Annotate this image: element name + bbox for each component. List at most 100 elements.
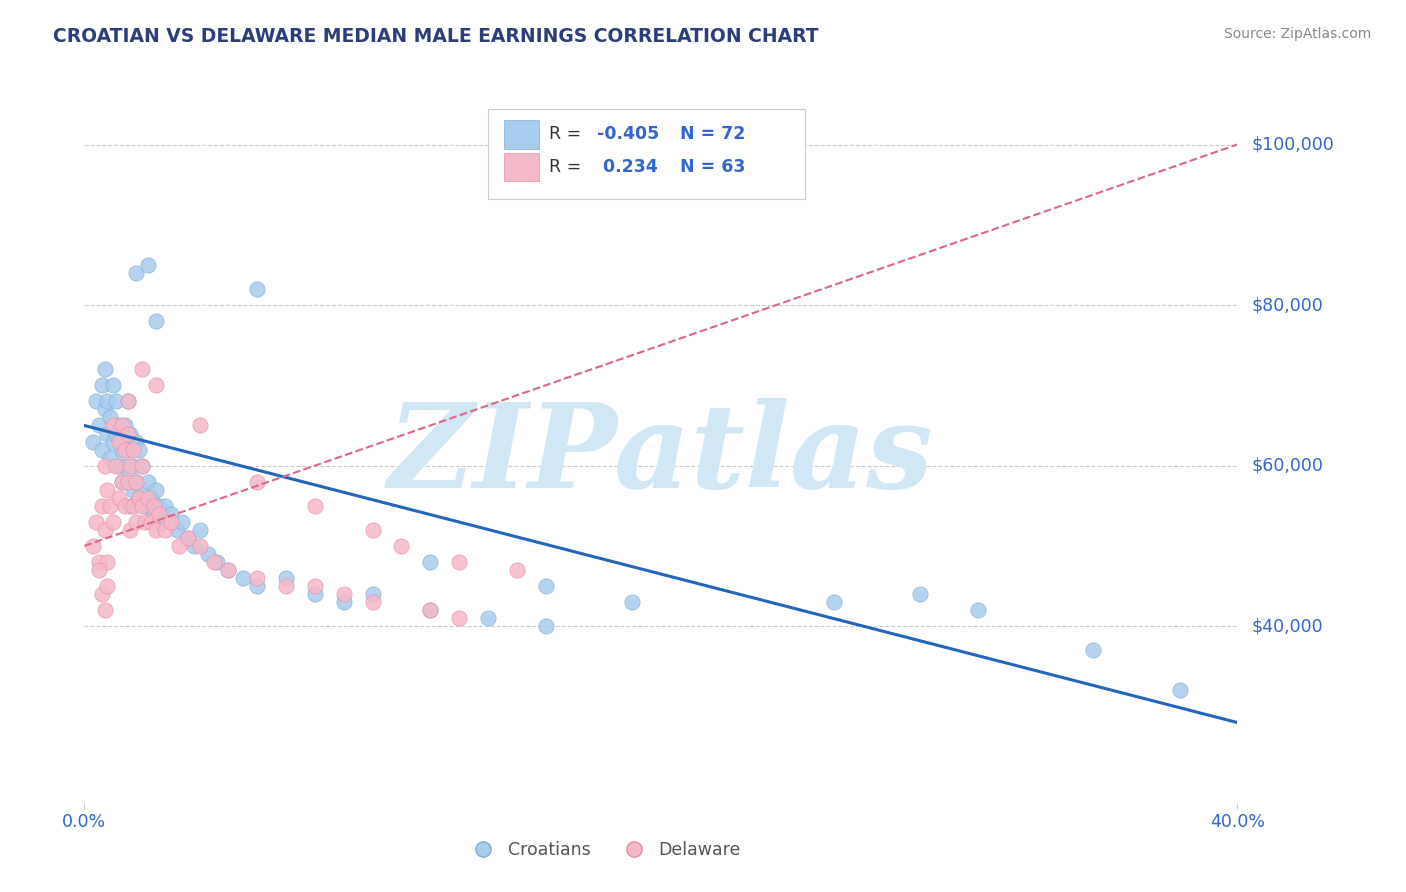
Point: [111, 475, 134, 489]
Point: [93, 458, 115, 473]
Point: [169, 539, 191, 553]
Point: [90, 378, 112, 392]
Point: [98, 410, 121, 425]
Point: [218, 563, 240, 577]
Point: [197, 547, 219, 561]
Point: [128, 442, 150, 457]
Point: [153, 523, 176, 537]
Point: [93, 362, 115, 376]
Point: [125, 515, 148, 529]
Point: [117, 475, 139, 489]
Point: [84, 394, 107, 409]
Point: [419, 603, 441, 617]
Point: [150, 515, 173, 529]
Point: [246, 579, 269, 593]
Point: [232, 571, 254, 585]
Point: [139, 515, 162, 529]
Point: [128, 491, 150, 505]
Point: [131, 483, 153, 497]
Point: [96, 394, 118, 409]
Point: [361, 587, 384, 601]
Point: [188, 418, 211, 433]
Point: [93, 603, 115, 617]
Point: [910, 587, 932, 601]
Point: [188, 539, 211, 553]
Point: [304, 499, 326, 513]
Point: [90, 499, 112, 513]
Point: [111, 475, 134, 489]
Point: [333, 595, 356, 609]
Point: [93, 523, 115, 537]
Legend: Croatians, Delaware: Croatians, Delaware: [458, 835, 748, 866]
Point: [122, 483, 145, 497]
Text: $80,000: $80,000: [1251, 296, 1323, 314]
Point: [111, 418, 134, 433]
Point: [134, 499, 156, 513]
Point: [103, 378, 124, 392]
Point: [166, 523, 188, 537]
Point: [136, 258, 159, 272]
Point: [131, 458, 153, 473]
Point: [87, 555, 110, 569]
Point: [117, 426, 139, 441]
Point: [103, 418, 124, 433]
Text: N = 72: N = 72: [681, 126, 745, 144]
Text: $40,000: $40,000: [1251, 617, 1323, 635]
Point: [218, 563, 240, 577]
Point: [108, 458, 131, 473]
Point: [967, 603, 990, 617]
Point: [105, 458, 128, 473]
Point: [114, 458, 136, 473]
Point: [183, 539, 205, 553]
Point: [122, 458, 145, 473]
Text: R =: R =: [548, 126, 586, 144]
Point: [90, 442, 112, 457]
Point: [142, 499, 165, 513]
Point: [90, 587, 112, 601]
Text: Source: ZipAtlas.com: Source: ZipAtlas.com: [1223, 27, 1371, 41]
Point: [111, 442, 134, 457]
Point: [136, 475, 159, 489]
Point: [391, 539, 413, 553]
Point: [120, 426, 142, 441]
Point: [449, 611, 471, 625]
Point: [98, 499, 121, 513]
Point: [333, 587, 356, 601]
Point: [114, 442, 136, 457]
Point: [103, 434, 124, 449]
Text: N = 63: N = 63: [681, 158, 745, 176]
Point: [177, 531, 200, 545]
Point: [117, 442, 139, 457]
FancyBboxPatch shape: [488, 109, 806, 200]
FancyBboxPatch shape: [503, 153, 538, 181]
Point: [120, 458, 142, 473]
Point: [87, 418, 110, 433]
Point: [131, 362, 153, 376]
Point: [145, 523, 167, 537]
Point: [246, 282, 269, 296]
Point: [87, 563, 110, 577]
Point: [122, 442, 145, 457]
Point: [145, 314, 167, 328]
Point: [125, 475, 148, 489]
Point: [117, 394, 139, 409]
Point: [153, 499, 176, 513]
Point: [177, 531, 200, 545]
Point: [148, 499, 170, 513]
Point: [117, 475, 139, 489]
Point: [160, 507, 183, 521]
Text: $100,000: $100,000: [1251, 136, 1334, 153]
Point: [131, 458, 153, 473]
Point: [134, 515, 156, 529]
Point: [1083, 643, 1105, 657]
Point: [108, 491, 131, 505]
Point: [108, 418, 131, 433]
Text: $60,000: $60,000: [1251, 457, 1323, 475]
FancyBboxPatch shape: [503, 120, 538, 149]
Point: [108, 434, 131, 449]
Point: [1168, 683, 1191, 698]
Point: [304, 587, 326, 601]
Point: [131, 499, 153, 513]
Point: [142, 507, 165, 521]
Point: [117, 394, 139, 409]
